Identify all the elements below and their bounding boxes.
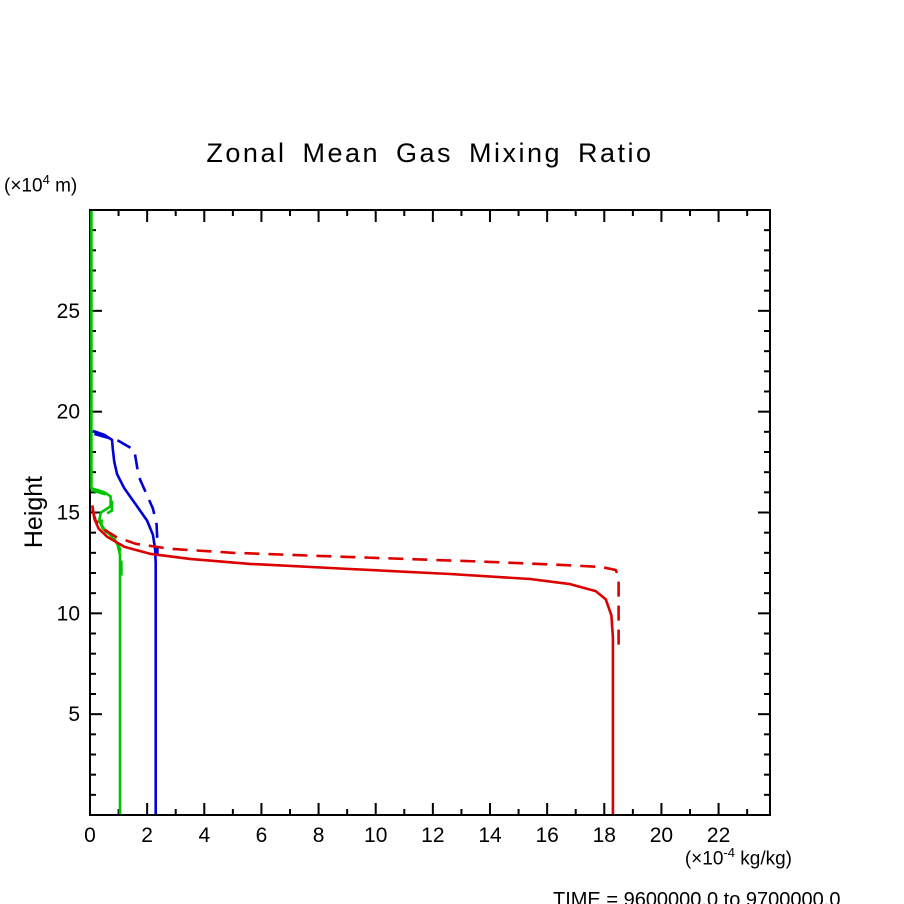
series-green-dashed <box>91 489 123 577</box>
x-tick-label: 8 <box>313 824 325 847</box>
series-blue-dashed <box>93 432 159 555</box>
x-tick-label: 12 <box>421 824 444 847</box>
y-tick-label: 20 <box>57 401 80 424</box>
time-range-label: TIME = 9600000.0 to 9700000.0 <box>553 889 841 904</box>
x-tick-label: 16 <box>535 824 558 847</box>
y-tick-label: 25 <box>57 300 80 323</box>
x-tick-label: 2 <box>141 824 153 847</box>
x-tick-label: 20 <box>650 824 673 847</box>
x-tick-label: 14 <box>478 824 502 847</box>
y-unit-exponent: 4 <box>42 172 50 187</box>
x-axis-unit-label: (×10-4 kg/kg) <box>685 845 792 870</box>
plot-frame <box>89 209 771 816</box>
y-tick-label: 5 <box>68 703 80 726</box>
x-tick-label: 4 <box>198 824 210 847</box>
y-tick-label: 15 <box>57 502 80 525</box>
series-red-solid <box>91 505 615 814</box>
x-tick-label: 10 <box>364 824 387 847</box>
y-unit-prefix: (×10 <box>4 175 43 197</box>
y-unit-suffix: m) <box>49 175 78 197</box>
y-tick-label: 10 <box>57 602 80 625</box>
x-tick-label: 6 <box>256 824 268 847</box>
x-tick-label: 22 <box>707 824 730 847</box>
x-unit-suffix: kg/kg) <box>734 848 792 870</box>
y-axis-title: Height <box>20 475 48 549</box>
x-tick-label: 18 <box>593 824 616 847</box>
x-tick-label: 0 <box>84 824 96 847</box>
series-red-dashed <box>91 509 620 646</box>
y-axis-unit-label: (×104 m) <box>4 172 77 197</box>
series-blue-solid <box>92 429 157 814</box>
x-unit-exponent: -4 <box>723 845 735 860</box>
chart-title: Zonal Mean Gas Mixing Ratio <box>206 138 654 168</box>
x-unit-prefix: (×10 <box>684 848 724 870</box>
